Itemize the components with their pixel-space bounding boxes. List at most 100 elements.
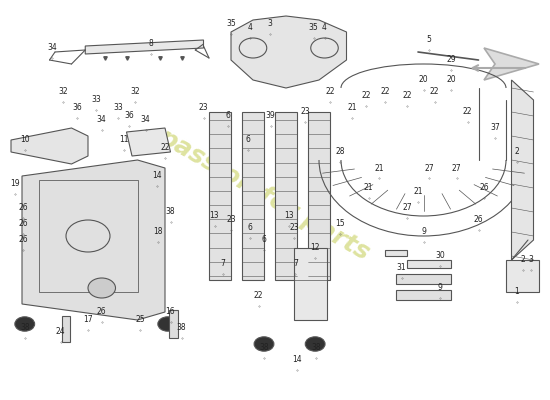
Text: 4: 4 bbox=[248, 24, 252, 32]
Text: 7: 7 bbox=[293, 260, 298, 268]
Text: 21: 21 bbox=[347, 104, 357, 112]
Text: 22: 22 bbox=[160, 144, 170, 152]
Text: 38: 38 bbox=[20, 324, 30, 332]
Bar bbox=[396, 274, 451, 284]
Text: 38: 38 bbox=[177, 324, 186, 332]
Text: 27: 27 bbox=[424, 164, 434, 172]
Text: 33: 33 bbox=[113, 104, 123, 112]
Text: 19: 19 bbox=[10, 180, 20, 188]
Text: 13: 13 bbox=[210, 212, 219, 220]
Text: 36: 36 bbox=[72, 104, 82, 112]
Polygon shape bbox=[209, 112, 231, 280]
Text: 21: 21 bbox=[364, 184, 373, 192]
Text: 15: 15 bbox=[335, 220, 345, 228]
Text: 38: 38 bbox=[311, 344, 321, 352]
Text: 20: 20 bbox=[446, 76, 456, 84]
Text: 2: 2 bbox=[515, 148, 519, 156]
Text: 6: 6 bbox=[262, 236, 266, 244]
Text: 14: 14 bbox=[152, 172, 162, 180]
Text: 9: 9 bbox=[438, 284, 442, 292]
Text: 32: 32 bbox=[58, 88, 68, 96]
Text: 3: 3 bbox=[267, 20, 272, 28]
Polygon shape bbox=[231, 16, 346, 88]
Text: 38: 38 bbox=[166, 208, 175, 216]
Text: 32: 32 bbox=[130, 88, 140, 96]
Text: 8: 8 bbox=[149, 40, 153, 48]
Polygon shape bbox=[308, 112, 330, 280]
Text: 22: 22 bbox=[380, 88, 390, 96]
Text: 22: 22 bbox=[402, 92, 412, 100]
Text: passion for parts: passion for parts bbox=[154, 124, 374, 265]
Text: 25: 25 bbox=[135, 316, 145, 324]
Text: 6: 6 bbox=[248, 224, 252, 232]
Circle shape bbox=[254, 337, 274, 351]
Text: 23: 23 bbox=[289, 224, 299, 232]
Text: 27: 27 bbox=[402, 204, 412, 212]
Text: 11: 11 bbox=[119, 136, 129, 144]
Text: 20: 20 bbox=[419, 76, 428, 84]
Text: 13: 13 bbox=[284, 212, 294, 220]
Text: 36: 36 bbox=[124, 112, 134, 120]
Text: 28: 28 bbox=[335, 148, 345, 156]
Text: 16: 16 bbox=[166, 308, 175, 316]
Text: 22: 22 bbox=[463, 108, 472, 116]
Circle shape bbox=[88, 278, 116, 298]
Polygon shape bbox=[126, 128, 170, 156]
Text: 12: 12 bbox=[310, 244, 320, 252]
Bar bbox=[39, 180, 138, 292]
Text: 23: 23 bbox=[300, 108, 310, 116]
Bar bbox=[407, 260, 451, 268]
Bar bbox=[62, 316, 70, 342]
Text: 23: 23 bbox=[199, 104, 208, 112]
Text: 34: 34 bbox=[141, 116, 151, 124]
Polygon shape bbox=[11, 128, 88, 164]
Text: 39: 39 bbox=[266, 112, 276, 120]
Text: 26: 26 bbox=[18, 220, 28, 228]
Polygon shape bbox=[242, 112, 264, 280]
Text: 22: 22 bbox=[254, 292, 263, 300]
Polygon shape bbox=[294, 248, 327, 320]
Text: 9: 9 bbox=[421, 228, 426, 236]
Text: 24: 24 bbox=[56, 328, 65, 336]
Text: 33: 33 bbox=[91, 96, 101, 104]
Text: 26: 26 bbox=[18, 236, 28, 244]
Text: 1: 1 bbox=[515, 288, 519, 296]
Text: 22: 22 bbox=[430, 88, 439, 96]
Text: 3: 3 bbox=[529, 256, 533, 264]
Text: 37: 37 bbox=[490, 124, 500, 132]
Polygon shape bbox=[22, 160, 165, 320]
Text: 26: 26 bbox=[97, 308, 107, 316]
Text: 21: 21 bbox=[375, 164, 384, 172]
Polygon shape bbox=[85, 40, 204, 54]
Bar bbox=[506, 260, 539, 292]
Text: 22: 22 bbox=[361, 92, 371, 100]
Text: 5: 5 bbox=[427, 36, 431, 44]
Bar bbox=[169, 310, 178, 338]
Text: 30: 30 bbox=[435, 252, 445, 260]
Text: 35: 35 bbox=[226, 20, 236, 28]
Text: 34: 34 bbox=[47, 44, 57, 52]
Text: 27: 27 bbox=[452, 164, 461, 172]
Text: 31: 31 bbox=[397, 264, 406, 272]
Bar bbox=[396, 290, 451, 300]
Text: 4: 4 bbox=[322, 24, 327, 32]
Text: 14: 14 bbox=[292, 356, 302, 364]
Circle shape bbox=[305, 337, 325, 351]
Text: 23: 23 bbox=[226, 216, 236, 224]
Text: 34: 34 bbox=[97, 116, 107, 124]
Polygon shape bbox=[275, 112, 297, 280]
Text: 2: 2 bbox=[520, 256, 525, 264]
Text: 21: 21 bbox=[413, 188, 423, 196]
Text: 26: 26 bbox=[479, 184, 489, 192]
Polygon shape bbox=[484, 48, 539, 80]
Circle shape bbox=[15, 317, 35, 331]
Text: 6: 6 bbox=[226, 112, 230, 120]
Text: 10: 10 bbox=[20, 136, 30, 144]
Circle shape bbox=[158, 317, 178, 331]
Text: 26: 26 bbox=[474, 216, 483, 224]
Text: 17: 17 bbox=[83, 316, 93, 324]
Text: 22: 22 bbox=[325, 88, 335, 96]
Text: 35: 35 bbox=[309, 24, 318, 32]
Text: 6: 6 bbox=[245, 136, 250, 144]
Text: 26: 26 bbox=[18, 204, 28, 212]
